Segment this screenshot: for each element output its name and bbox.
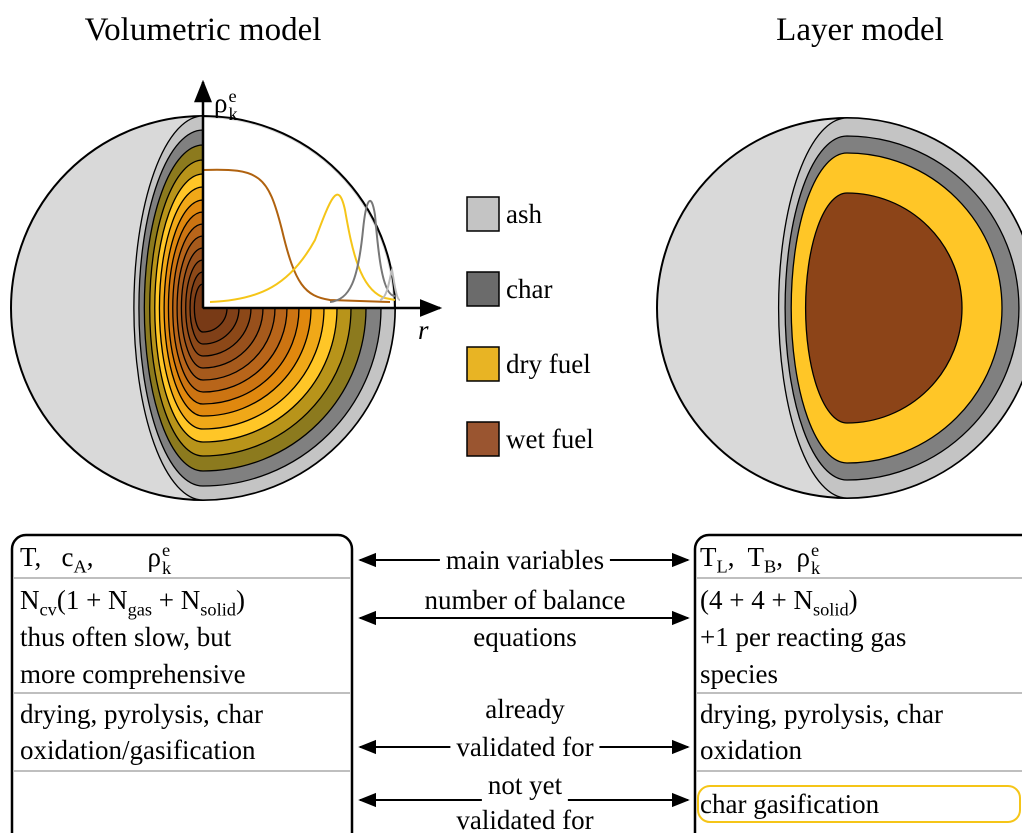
layer-sphere: [657, 118, 1022, 498]
cell-label: oxidation/gasification: [20, 733, 255, 767]
axis-label: r: [418, 313, 429, 347]
cell-label: +1 per reacting gas: [700, 620, 906, 654]
legend-swatch: [467, 272, 499, 306]
legend-label: dry fuel: [506, 347, 591, 381]
cell-label: drying, pyrolysis, char: [700, 697, 943, 731]
mid-label: equations: [467, 620, 582, 654]
legend-swatch: [467, 347, 499, 381]
cell-label: more comprehensive: [20, 657, 246, 691]
mid-label: not yet: [482, 768, 568, 802]
mid-label: number of balance: [419, 583, 632, 617]
mid-label: validated for: [450, 730, 599, 764]
cell-label: char gasification: [700, 787, 879, 821]
legend-label: wet fuel: [506, 422, 594, 456]
cell-label: Ncv(1 + Ngas + Nsolid): [20, 583, 245, 617]
title-label: Layer model: [776, 13, 944, 47]
mid-label: main variables: [440, 543, 610, 577]
legend-swatch: [467, 422, 499, 456]
cell-label: oxidation: [700, 733, 802, 767]
cell-label: thus often slow, but: [20, 620, 231, 654]
legend-label: char: [506, 272, 552, 306]
cell-label: species: [700, 657, 778, 691]
figure: Volumetric model Layer model ρek r ash char dr…: [0, 0, 1022, 833]
legend: [467, 197, 499, 456]
title-label: Volumetric model: [85, 13, 322, 47]
legend-swatch: [467, 197, 499, 231]
mid-label: already: [479, 692, 570, 726]
cell-label: (4 + 4 + Nsolid): [700, 583, 858, 617]
cell-label: drying, pyrolysis, char: [20, 697, 263, 731]
mid-label: validated for: [450, 803, 599, 833]
legend-label: ash: [506, 197, 542, 231]
